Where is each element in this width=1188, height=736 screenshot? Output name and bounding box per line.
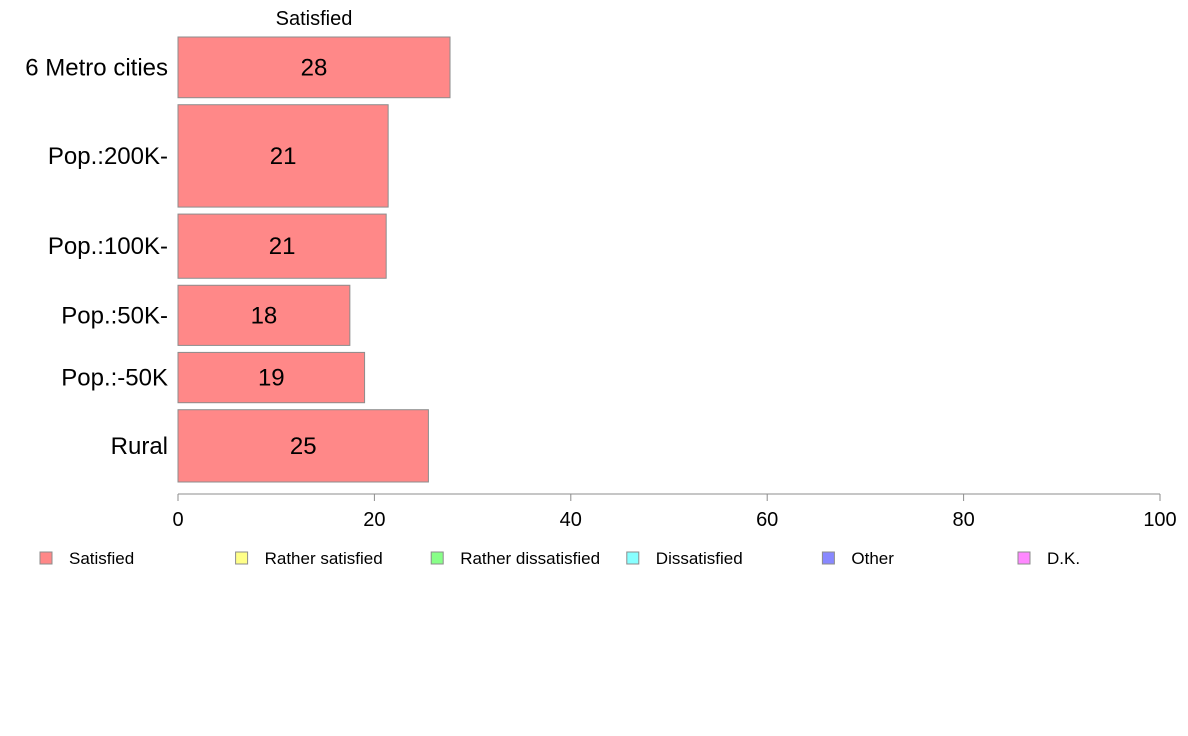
category-label: Pop.:200K- — [48, 143, 168, 170]
bars: 6 Metro cities 28 Pop.:200K- 21 Pop.:100K- 21… — [25, 36, 451, 483]
category-label: Pop.:-50K — [61, 365, 168, 392]
bar — [177, 36, 451, 99]
legend-label: Other — [851, 549, 894, 568]
legend-label: Rather dissatisfied — [460, 549, 600, 568]
bar — [177, 104, 389, 208]
legend: Satisfied Rather satisfied Rather dissatis… — [39, 549, 1080, 568]
bar-value-label: 28 — [301, 54, 328, 81]
x-tick-label: 40 — [560, 509, 582, 531]
legend-swatch — [235, 551, 249, 565]
x-tick-label: 0 — [172, 509, 183, 531]
legend-swatch — [430, 551, 444, 565]
legend-swatch — [821, 551, 835, 565]
category-label: Pop.:50K- — [61, 302, 168, 329]
legend-swatch — [39, 551, 53, 565]
category-label: Pop.:100K- — [48, 233, 168, 260]
bar — [177, 409, 429, 483]
bar — [177, 213, 387, 279]
x-tick-label: 60 — [756, 509, 778, 531]
legend-swatch — [1017, 551, 1031, 565]
bar-value-label: 19 — [258, 365, 285, 392]
legend-label: Rather satisfied — [265, 549, 383, 568]
x-tick-label: 80 — [952, 509, 974, 531]
legend-label: D.K. — [1047, 549, 1080, 568]
legend-label: Dissatisfied — [656, 549, 743, 568]
x-axis: 0 20 40 60 80 100 — [172, 493, 1177, 531]
bar-value-label: 21 — [269, 233, 296, 260]
bar — [177, 284, 351, 346]
bar — [177, 351, 366, 404]
category-label: 6 Metro cities — [25, 54, 168, 81]
bar-value-label: 21 — [270, 143, 297, 170]
x-tick-label: 100 — [1143, 509, 1176, 531]
chart-title: Satisfied — [276, 8, 353, 30]
category-label: Rural — [111, 433, 168, 460]
bar-value-label: 25 — [290, 433, 317, 460]
legend-label: Satisfied — [69, 549, 134, 568]
legend-swatch — [626, 551, 640, 565]
x-tick-label: 20 — [363, 509, 385, 531]
bar-value-label: 18 — [251, 302, 278, 329]
